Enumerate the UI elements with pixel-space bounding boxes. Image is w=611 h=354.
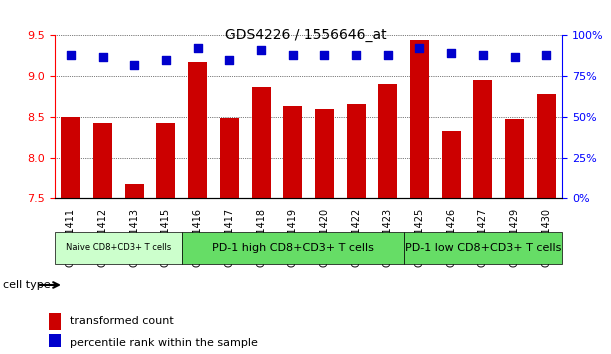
Point [478,52,488,58]
Text: transformed count: transformed count [70,316,174,326]
Point [415,46,425,51]
Bar [220,118,239,198]
Bar [49,313,61,330]
Point [224,57,234,63]
Text: PD-1 low CD8+CD3+ T cells: PD-1 low CD8+CD3+ T cells [404,243,561,253]
Point [351,52,361,58]
Bar [410,40,429,198]
Point [256,47,266,53]
Point [510,54,519,59]
FancyBboxPatch shape [182,232,404,264]
Point [320,52,329,58]
Text: PD-1 high CD8+CD3+ T cells: PD-1 high CD8+CD3+ T cells [212,243,374,253]
Point [98,54,108,59]
Point [383,52,393,58]
Bar [378,84,397,198]
Bar [61,117,81,198]
Bar [442,131,461,198]
Bar [188,62,207,198]
Point [130,62,139,68]
FancyBboxPatch shape [55,232,182,264]
Bar [125,184,144,198]
Text: cell type: cell type [4,280,51,290]
Point [66,52,76,58]
Bar [93,122,112,198]
Point [161,57,171,63]
Point [288,52,298,58]
Bar [474,80,492,198]
Bar [346,104,365,198]
Bar [252,87,271,198]
Bar [505,119,524,198]
Text: Naive CD8+CD3+ T cells: Naive CD8+CD3+ T cells [66,243,171,252]
FancyBboxPatch shape [404,232,562,264]
Point [541,52,551,58]
Bar [537,94,556,198]
Bar [315,109,334,198]
Text: percentile rank within the sample: percentile rank within the sample [70,338,258,348]
Point [192,46,202,51]
Bar [284,106,302,198]
Bar [156,123,175,198]
Text: GDS4226 / 1556646_at: GDS4226 / 1556646_at [225,28,386,42]
Bar [49,334,61,351]
Point [446,51,456,56]
